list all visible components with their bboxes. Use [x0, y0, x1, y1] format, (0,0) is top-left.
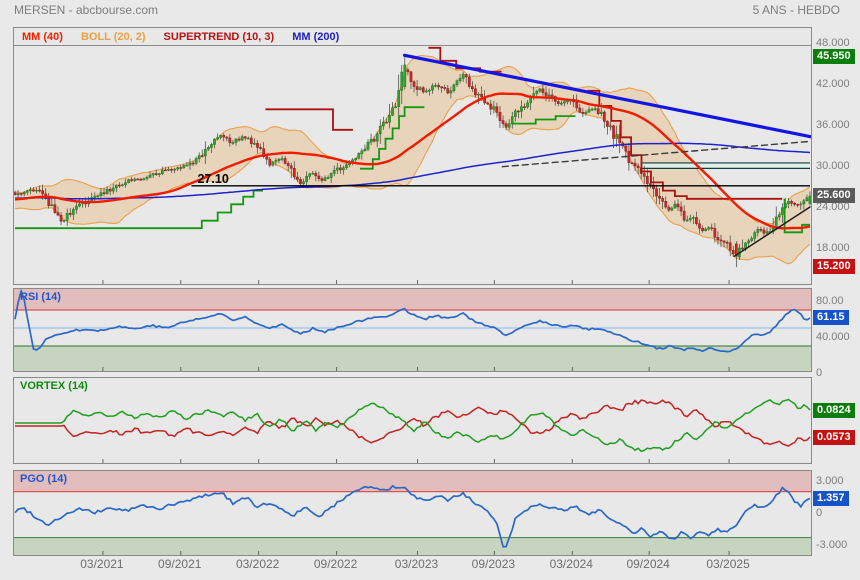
- mm200-line: [14, 142, 811, 200]
- x-axis-label: 03/2023: [394, 557, 439, 571]
- x-axis-label: 03/2025: [706, 557, 750, 571]
- supertrend-line: [265, 108, 353, 131]
- pgo-lower-band: [14, 537, 811, 555]
- axis-label: 0: [816, 507, 823, 519]
- vortex-plus-line: [15, 398, 811, 453]
- support-dashed-trendline: [501, 140, 811, 168]
- legend-bollinger: BOLL (20, 2): [80, 30, 146, 43]
- vortex-minus-line: [15, 399, 811, 447]
- x-axis-label: 03/2022: [235, 557, 280, 571]
- rsi-oversold-band: [14, 346, 811, 371]
- indicator-legend: MM (40) BOLL (20, 2) SUPERTREND (10, 3) …: [14, 28, 811, 46]
- bollinger-upper-line: [14, 54, 811, 225]
- pgo-line: [14, 484, 811, 548]
- candlesticks: [14, 57, 811, 268]
- x-axis-label: 03/2021: [80, 557, 124, 571]
- rsi-label: RSI (14): [20, 291, 61, 303]
- legend-mm40: MM (40): [22, 30, 63, 43]
- price-chart-svg: 27.10: [14, 46, 811, 284]
- axis-label: 40.000: [816, 331, 850, 343]
- vortex-chart-svg: [15, 398, 811, 463]
- axis-label: 18.000: [816, 241, 850, 254]
- axis-label: 48.000: [816, 37, 850, 49]
- rsi-panel: RSI (14): [13, 288, 812, 372]
- legend-supertrend: SUPERTREND (10, 3): [163, 30, 275, 43]
- x-axis-label: 09/2021: [158, 557, 202, 571]
- value-badge: 15.200: [813, 259, 855, 275]
- right-price-axis: 48.000 42.000 36.000 30.000 24.000 18.000 80.0…: [813, 0, 860, 580]
- axis-label: 80.00: [816, 295, 844, 307]
- axis-label: 30.000: [816, 159, 850, 172]
- vortex-label: VORTEX (14): [20, 380, 88, 392]
- pgo-label: PGO (14): [20, 473, 68, 485]
- value-badge: 0.0573: [813, 430, 855, 445]
- axis-label: 24.000: [816, 200, 850, 213]
- pgo-panel: PGO (14): [13, 470, 812, 556]
- vortex-panel: VORTEX (14): [13, 377, 812, 464]
- axis-label: 42.000: [816, 77, 850, 90]
- x-axis-label: 09/2023: [471, 557, 516, 571]
- supertrend-line: [15, 189, 263, 230]
- rsi-line: [14, 289, 811, 353]
- value-badge: 0.0824: [813, 403, 855, 418]
- axis-label: -3.000: [816, 539, 848, 551]
- recovery-uptrend-trendline: [733, 206, 811, 257]
- value-badge: 61.15: [813, 309, 849, 325]
- instrument-title: MERSEN - abcbourse.com: [14, 3, 159, 17]
- supertrend-line: [783, 198, 810, 234]
- timeframe-label: 5 ANS - HEBDO: [752, 3, 840, 17]
- supertrend-line: [360, 106, 425, 170]
- resistance-downtrend-trendline: [402, 53, 811, 139]
- x-axis: 03/2021 09/2021 03/2022 09/2022 03/2023 09/20…: [0, 557, 860, 575]
- value-badge: 1.357: [813, 490, 849, 506]
- rsi-chart-svg: [14, 289, 811, 371]
- price-panel: 27.10 MM (40) BOLL (20, 2) SUPERTREND (1…: [13, 27, 812, 285]
- value-badge: 45.950: [813, 49, 855, 64]
- axis-label: 0: [816, 367, 823, 379]
- price-annotation-label: 27.10: [197, 172, 228, 186]
- rsi-overbought-band: [14, 289, 811, 310]
- supertrend-line: [511, 115, 576, 125]
- pgo-chart-svg: [14, 471, 811, 555]
- axis-label: 3.000: [816, 474, 844, 487]
- pgo-upper-band: [14, 471, 811, 492]
- x-axis-label: 09/2024: [626, 557, 670, 571]
- value-badge: 25.600: [813, 188, 855, 204]
- x-axis-label: 03/2024: [549, 557, 593, 571]
- resistance-zone: [641, 162, 810, 169]
- axis-label: 36.000: [816, 118, 850, 131]
- legend-mm200: MM (200): [292, 30, 340, 43]
- mm40-line: [14, 92, 811, 230]
- x-axis-label: 09/2022: [313, 557, 358, 571]
